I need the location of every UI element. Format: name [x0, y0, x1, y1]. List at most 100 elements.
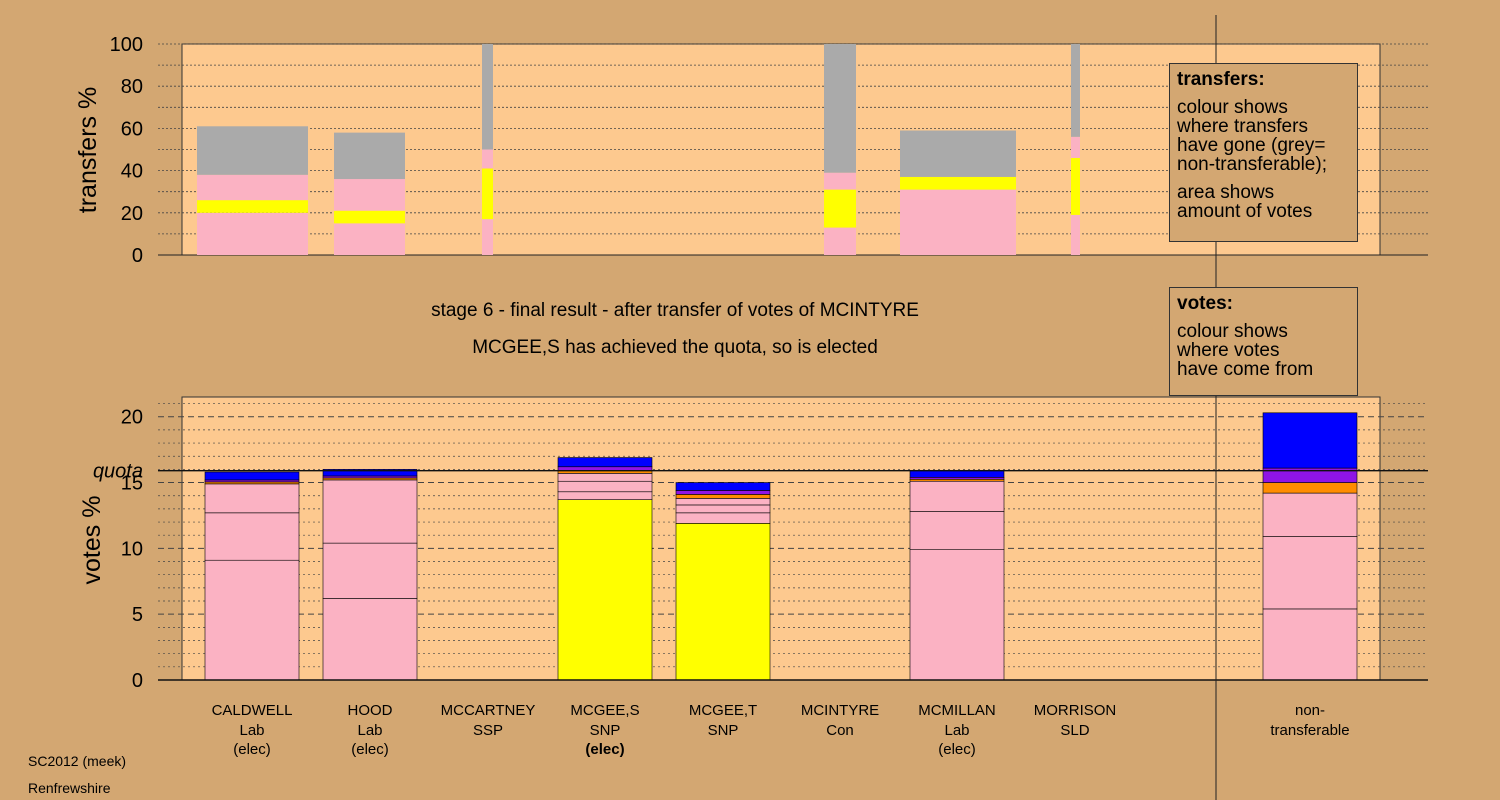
- transfer-segment: [1071, 136, 1080, 158]
- vote-segment: [1262, 608, 1358, 681]
- transfer-segment: [1071, 157, 1080, 215]
- candidate-party-label: Lab: [239, 722, 264, 739]
- votes-legend-line: colour shows: [1177, 321, 1288, 342]
- vote-segment: [675, 482, 771, 491]
- vote-segment: [909, 470, 1005, 478]
- candidate-party-label: SNP: [708, 722, 739, 739]
- candidate-name-label: MCINTYRE: [801, 702, 879, 719]
- transfers-tick-label: 100: [110, 34, 143, 56]
- vote-segment: [322, 469, 418, 477]
- transfers-legend-line: colour shows: [1177, 97, 1288, 118]
- vote-segment: [557, 457, 653, 468]
- transfers-legend-title: transfers:: [1177, 69, 1265, 90]
- candidate-party-label: SSP: [473, 722, 503, 739]
- transfers-legend-line: non-transferable);: [1177, 154, 1327, 175]
- candidate-name-label: MCMILLAN: [918, 702, 996, 719]
- transfers-legend: transfers: colour shows where transfers …: [1169, 63, 1358, 242]
- vote-segment: [1262, 492, 1358, 537]
- candidate-party-label: Con: [826, 722, 854, 739]
- transfer-segment: [197, 212, 308, 255]
- candidate-name-label: CALDWELL: [212, 702, 293, 719]
- vote-segment: [204, 483, 300, 514]
- candidate-name-label: MCGEE,T: [689, 702, 757, 719]
- transfer-segment: [482, 219, 493, 255]
- candidate-status-label: (elec): [233, 741, 271, 758]
- candidate-status-label: (elec): [938, 741, 976, 758]
- transfer-segment: [482, 149, 493, 169]
- footer-council: Renfrewshire: [28, 780, 111, 796]
- transfers-legend-line: area shows: [1177, 182, 1275, 203]
- candidate-name-label: MORRISON: [1034, 702, 1117, 719]
- vote-segment: [675, 498, 771, 506]
- vote-segment: [675, 494, 771, 499]
- candidate-party-label: SLD: [1060, 722, 1089, 739]
- stage-heading: stage 6 - final result - after transfer …: [431, 300, 919, 321]
- candidate-name-label: MCGEE,S: [570, 702, 639, 719]
- transfers-tick-label: 60: [121, 118, 143, 140]
- transfer-segment: [1071, 44, 1080, 137]
- votes-tick-label: 15: [121, 473, 143, 495]
- transfers-legend-text-1: colour shows where transfers have gone (…: [1177, 98, 1350, 174]
- transfers-legend-text-2: area shows amount of votes: [1177, 183, 1350, 221]
- transfer-segment: [482, 44, 493, 150]
- transfer-segment: [824, 227, 856, 255]
- vote-segment: [675, 512, 771, 524]
- vote-segment: [909, 511, 1005, 550]
- candidate-name-label: HOOD: [348, 702, 393, 719]
- vote-segment: [1262, 482, 1358, 494]
- transfers-axis-label: transfers %: [74, 87, 102, 213]
- transfers-legend-line: amount of votes: [1177, 201, 1313, 222]
- transfer-segment: [197, 126, 308, 175]
- vote-segment: [322, 598, 418, 681]
- vote-segment: [1262, 536, 1358, 610]
- vote-segment: [322, 479, 418, 544]
- vote-segment: [204, 471, 300, 481]
- transfer-segment: [197, 174, 308, 201]
- transfers-tick-label: 20: [121, 203, 143, 225]
- footer-source: SC2012 (meek): [28, 753, 127, 769]
- votes-legend-text: colour shows where votes have come from: [1177, 322, 1350, 379]
- votes-tick-label: 5: [132, 604, 143, 626]
- result-heading: MCGEE,S has achieved the quota, so is el…: [472, 337, 878, 358]
- vote-segment: [204, 512, 300, 561]
- candidate-party-label: Lab: [357, 722, 382, 739]
- transfer-segment: [334, 223, 405, 255]
- transfer-segment: [334, 210, 405, 224]
- transfer-segment: [197, 200, 308, 213]
- transfer-segment: [900, 130, 1016, 177]
- candidate-name-label: MCCARTNEY: [441, 702, 536, 719]
- transfer-segment: [482, 168, 493, 220]
- vote-segment: [204, 559, 300, 681]
- transfer-segment: [334, 179, 405, 211]
- candidate-party-label: SNP: [590, 722, 621, 739]
- votes-axis-label: votes %: [78, 496, 106, 585]
- transfer-segment: [824, 189, 856, 228]
- candidate-status-label: (elec): [351, 741, 389, 758]
- votes-tick-label: 20: [121, 407, 143, 429]
- transfer-segment: [824, 172, 856, 190]
- votes-chart: 0 5 10 15 20 votes % quota CALDWELL Lab (elec) HOO…: [78, 396, 1428, 758]
- transfers-tick-label: 40: [121, 161, 143, 183]
- votes-legend-title: votes:: [1177, 293, 1233, 314]
- votes-legend-line: where votes: [1177, 340, 1280, 361]
- transfer-segment: [1071, 214, 1080, 255]
- vote-segment: [675, 504, 771, 514]
- votes-tick-label: 10: [121, 538, 143, 560]
- vote-segment: [557, 491, 653, 500]
- quota-label: quota: [93, 461, 143, 483]
- transfer-segment: [824, 44, 856, 173]
- nontransferable-label: transferable: [1270, 722, 1349, 739]
- vote-segment: [675, 490, 771, 495]
- transfer-segment: [900, 176, 1016, 190]
- transfers-legend-line: where transfers: [1177, 116, 1308, 137]
- transfers-tick-label: 0: [132, 245, 143, 267]
- transfers-tick-label: 80: [121, 76, 143, 98]
- transfer-segment: [334, 132, 405, 180]
- vote-segment: [909, 549, 1005, 681]
- vote-segment: [909, 480, 1005, 512]
- vote-segment: [675, 523, 771, 681]
- candidate-party-label: Lab: [944, 722, 969, 739]
- votes-legend-line: have come from: [1177, 359, 1314, 380]
- vote-segment: [322, 542, 418, 599]
